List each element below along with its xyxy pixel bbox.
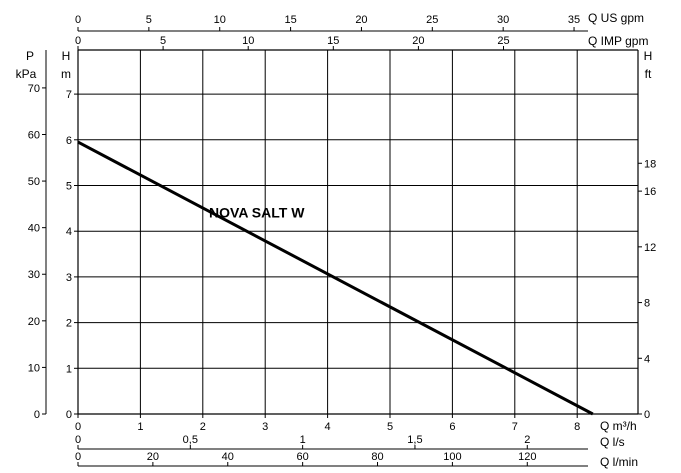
x-tick-label-m3h: 8 xyxy=(574,421,580,433)
y-tick-label-ft: 0 xyxy=(644,409,650,421)
y-tick-label-m: 6 xyxy=(66,135,72,147)
y-tick-label-ft: 16 xyxy=(644,186,656,198)
unit-label-ls: Q l/s xyxy=(600,435,625,449)
x-tick-label-us-gpm: 30 xyxy=(497,14,509,26)
y-tick-label-m: 3 xyxy=(66,272,72,284)
x-tick-label-us-gpm: 20 xyxy=(355,14,367,26)
x-tick-label-m3h: 1 xyxy=(137,421,143,433)
x-tick-label-m3h: 4 xyxy=(325,421,331,433)
x-tick-label-imp-gpm: 25 xyxy=(497,35,509,47)
x-tick-label-m3h: 0 xyxy=(75,421,81,433)
x-tick-label-imp-gpm: 5 xyxy=(160,35,166,47)
x-tick-label-lmin: 20 xyxy=(147,451,159,463)
x-tick-label-imp-gpm: 10 xyxy=(242,35,254,47)
x-tick-label-imp-gpm: 20 xyxy=(412,35,424,47)
y-tick-label-kpa: 40 xyxy=(28,223,40,235)
y-tick-label-kpa: 70 xyxy=(28,83,40,95)
tick-labels: 0 1 2 3 4 5 6 7 80123456701020304050607004812161… xyxy=(28,14,656,466)
x-tick-label-us-gpm: 5 xyxy=(146,14,152,26)
y-tick-label-ft: 8 xyxy=(644,298,650,310)
quantity-label-p: P xyxy=(26,49,34,63)
x-tick-label-us-gpm: 25 xyxy=(426,14,438,26)
y-tick-label-m: 1 xyxy=(66,363,72,375)
y-tick-label-ft: 18 xyxy=(644,158,656,170)
y-tick-label-ft: 12 xyxy=(644,242,656,254)
y-tick-label-kpa: 60 xyxy=(28,129,40,141)
x-tick-label-lmin: 0 xyxy=(75,451,81,463)
x-tick-label-m3h: 7 xyxy=(512,421,518,433)
y-tick-label-m: 4 xyxy=(66,226,72,238)
y-tick-label-m: 7 xyxy=(66,89,72,101)
x-tick-label-us-gpm: 10 xyxy=(214,14,226,26)
series-layer: NOVA SALT W xyxy=(77,140,594,416)
x-tick-label-imp-gpm: 0 xyxy=(75,35,81,47)
x-tick-label-m3h: 2 xyxy=(200,421,206,433)
quantity-label-h-left: H xyxy=(62,49,71,63)
y-tick-label-kpa: 20 xyxy=(28,316,40,328)
grid-lines xyxy=(78,50,638,414)
y-tick-label-kpa: 10 xyxy=(28,362,40,374)
y-tick-label-m: 2 xyxy=(66,318,72,330)
x-tick-label-lmin: 40 xyxy=(222,451,234,463)
unit-label-m3h: Q m³/h xyxy=(600,419,637,433)
x-tick-label-lmin: 80 xyxy=(371,451,383,463)
x-tick-label-ls: 1,5 xyxy=(407,434,422,446)
x-tick-label-us-gpm: 15 xyxy=(284,14,296,26)
x-tick-label-lmin: 100 xyxy=(443,451,461,463)
unit-label-ft: ft xyxy=(645,67,652,81)
x-tick-label-m3h: 5 xyxy=(387,421,393,433)
y-tick-label-kpa: 50 xyxy=(28,176,40,188)
x-tick-label-m3h: 3 xyxy=(262,421,268,433)
y-tick-label-kpa: 30 xyxy=(28,269,40,281)
unit-label-m: m xyxy=(61,67,71,81)
quantity-label-h-right: H xyxy=(644,49,653,63)
x-tick-label-lmin: 60 xyxy=(297,451,309,463)
y-tick-label-ft: 4 xyxy=(644,353,650,365)
y-tick-label-m: 0 xyxy=(66,409,72,421)
x-tick-label-us-gpm: 35 xyxy=(568,14,580,26)
x-tick-label-imp-gpm: 15 xyxy=(327,35,339,47)
unit-label-kpa: kPa xyxy=(16,67,37,81)
unit-label-lmin: Q l/min xyxy=(600,455,638,469)
series-line-nova-salt-w xyxy=(77,140,594,416)
y-tick-label-m: 5 xyxy=(66,181,72,193)
axes xyxy=(45,30,639,467)
x-tick-label-ls: 1 xyxy=(300,434,306,446)
x-tick-label-lmin: 120 xyxy=(518,451,536,463)
x-tick-label-ls: 0 xyxy=(75,434,81,446)
x-tick-label-m3h: 6 xyxy=(449,421,455,433)
x-tick-label-ls: 2 xyxy=(524,434,530,446)
series-label-nova-salt-w: NOVA SALT W xyxy=(209,204,305,220)
y-tick-label-kpa: 0 xyxy=(34,409,40,421)
x-tick-label-ls: 0,5 xyxy=(183,434,198,446)
unit-label-us-gpm: Q US gpm xyxy=(588,11,644,25)
x-tick-label-us-gpm: 0 xyxy=(75,14,81,26)
unit-label-imp-gpm: Q IMP gpm xyxy=(588,34,648,48)
